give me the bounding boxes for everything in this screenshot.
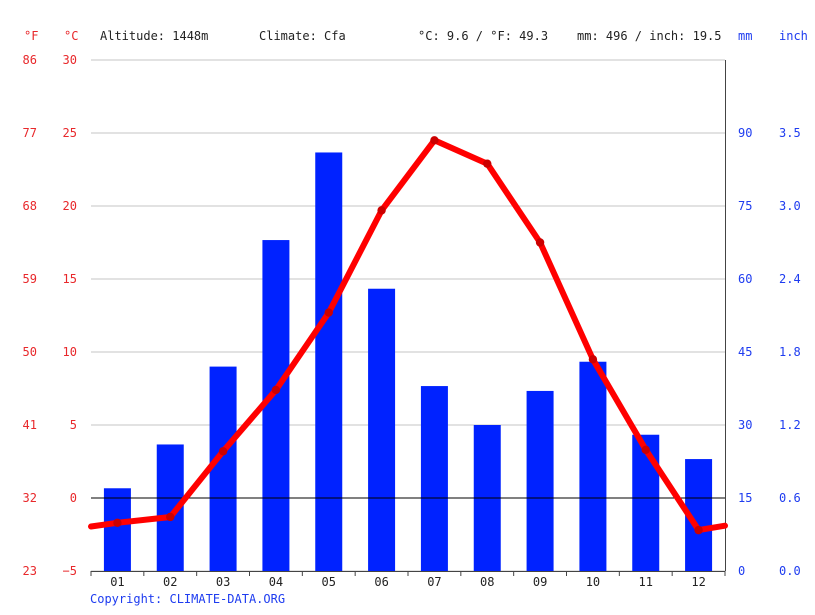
fahrenheit-tick-label: 41 bbox=[23, 418, 37, 432]
precipitation-bar bbox=[262, 240, 290, 572]
fahrenheit-tick-label: 32 bbox=[23, 491, 37, 505]
temperature-point bbox=[324, 308, 333, 317]
unit-inch-label: inch bbox=[779, 29, 808, 43]
celsius-tick-label: 20 bbox=[63, 199, 77, 213]
copyright-label: Copyright: CLIMATE-DATA.ORG bbox=[90, 592, 285, 606]
temperature-point bbox=[113, 518, 122, 528]
mm-tick-label: 75 bbox=[738, 199, 752, 213]
mm-tick-label: 90 bbox=[738, 126, 752, 140]
fahrenheit-tick-label: 23 bbox=[23, 564, 37, 578]
month-tick-label: 05 bbox=[322, 575, 336, 589]
temperature-average-label: °C: 9.6 / °F: 49.3 bbox=[418, 29, 548, 43]
fahrenheit-tick-label: 50 bbox=[23, 345, 37, 359]
inch-tick-label: 3.5 bbox=[779, 126, 801, 140]
inch-tick-label: 2.4 bbox=[779, 272, 801, 286]
precipitation-bar bbox=[368, 288, 396, 571]
inch-tick-label: 0.6 bbox=[779, 491, 801, 505]
month-tick-label: 11 bbox=[639, 575, 653, 589]
celsius-tick-label: 25 bbox=[63, 126, 77, 140]
unit-mm-label: mm bbox=[738, 29, 752, 43]
inch-tick-label: 3.0 bbox=[779, 199, 801, 213]
month-tick-label: 03 bbox=[216, 575, 230, 589]
fahrenheit-tick-label: 77 bbox=[23, 126, 37, 140]
temperature-point bbox=[271, 385, 281, 395]
altitude-label: Altitude: 1448m bbox=[100, 29, 208, 43]
precipitation-bar bbox=[526, 390, 554, 571]
fahrenheit-tick-label: 68 bbox=[23, 199, 37, 213]
precipitation-bars bbox=[103, 152, 713, 572]
fahrenheit-tick-label: 59 bbox=[23, 272, 37, 286]
inch-tick-label: 1.8 bbox=[779, 345, 801, 359]
month-tick-label: 01 bbox=[110, 575, 124, 589]
fahrenheit-tick-label: 86 bbox=[23, 53, 37, 67]
temperature-point bbox=[218, 447, 228, 456]
month-tick-label: 04 bbox=[269, 575, 283, 589]
month-tick-label: 08 bbox=[480, 575, 494, 589]
celsius-tick-label: 0 bbox=[70, 491, 77, 505]
temperature-line-group bbox=[88, 136, 728, 535]
temperature-point bbox=[377, 206, 386, 215]
precipitation-bar bbox=[420, 386, 448, 571]
month-tick-label: 09 bbox=[533, 575, 547, 589]
unit-celsius-label: °C bbox=[64, 29, 78, 43]
inch-tick-label: 1.2 bbox=[779, 418, 801, 432]
precipitation-bar bbox=[632, 434, 660, 571]
mm-tick-label: 0 bbox=[738, 564, 745, 578]
precipitation-bar bbox=[579, 361, 607, 571]
inch-tick-label: 0.0 bbox=[779, 564, 801, 578]
temperature-point bbox=[483, 159, 492, 168]
temperature-point bbox=[694, 525, 703, 535]
month-tick-label: 07 bbox=[427, 575, 441, 589]
celsius-tick-label: 30 bbox=[63, 53, 77, 67]
temperature-point bbox=[535, 238, 545, 247]
celsius-tick-label: 15 bbox=[63, 272, 77, 286]
precipitation-bar bbox=[315, 152, 343, 571]
temperature-line bbox=[88, 137, 728, 534]
month-tick-label: 12 bbox=[691, 575, 705, 589]
unit-fahrenheit-label: °F bbox=[24, 29, 38, 43]
temperature-point bbox=[166, 512, 175, 522]
celsius-tick-label: 10 bbox=[63, 345, 77, 359]
temperature-point bbox=[588, 355, 598, 364]
temperature-point bbox=[641, 445, 650, 455]
temperature-point bbox=[430, 136, 439, 145]
precipitation-bar bbox=[103, 488, 131, 571]
month-tick-label: 02 bbox=[163, 575, 177, 589]
precipitation-bar bbox=[209, 366, 237, 571]
mm-tick-label: 15 bbox=[738, 491, 752, 505]
mm-tick-label: 30 bbox=[738, 418, 752, 432]
precipitation-total-label: mm: 496 / inch: 19.5 bbox=[577, 29, 722, 43]
celsius-tick-label: −5 bbox=[63, 564, 77, 578]
mm-tick-label: 45 bbox=[738, 345, 752, 359]
month-tick-label: 06 bbox=[374, 575, 388, 589]
mm-tick-label: 60 bbox=[738, 272, 752, 286]
climate-label: Climate: Cfa bbox=[259, 29, 346, 43]
axes bbox=[90, 60, 726, 576]
celsius-tick-label: 5 bbox=[70, 418, 77, 432]
month-tick-label: 10 bbox=[586, 575, 600, 589]
